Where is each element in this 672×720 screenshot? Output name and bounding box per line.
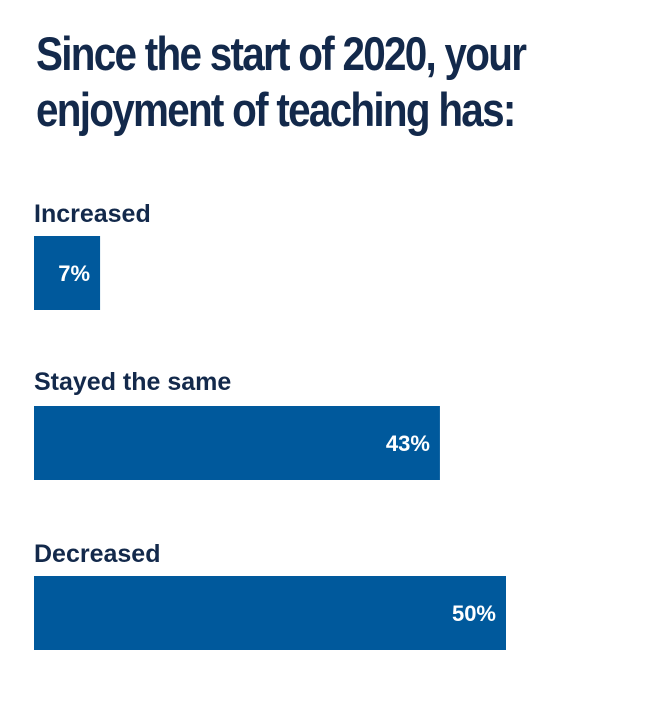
category-label-decreased: Decreased [34,540,160,568]
bar-stayed-the-same [34,406,440,480]
bar-decreased [34,576,506,650]
category-label-stayed-the-same: Stayed the same [34,368,231,396]
value-label-increased: 7% [58,261,90,286]
chart-title-line-1: Since the start of 2020, your [36,27,527,80]
bar-increased [34,236,101,310]
category-label-increased: Increased [34,200,151,228]
chart-title: Since the start of 2020, your enjoyment … [36,26,569,138]
value-label-decreased: 50% [452,601,496,626]
chart-title-line-2: enjoyment of teaching has: [36,83,516,136]
value-label-stayed-the-same: 43% [386,431,430,456]
